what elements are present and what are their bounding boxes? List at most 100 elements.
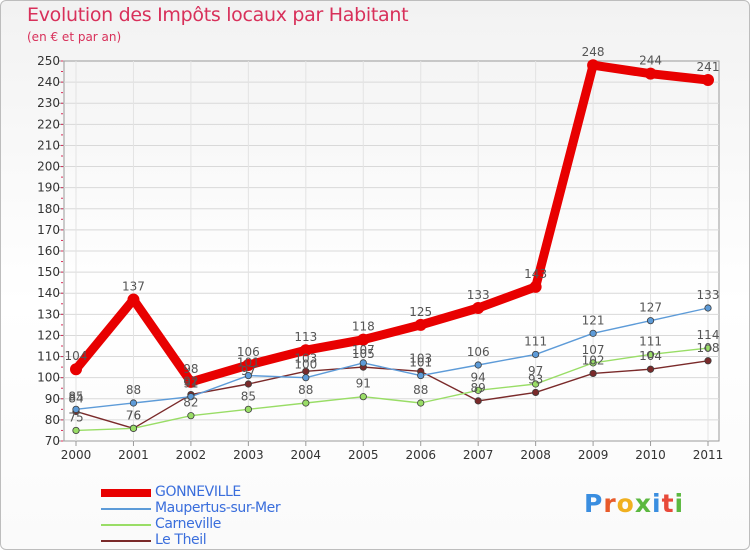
data-point — [474, 361, 482, 369]
y-tick-label: 140 — [37, 286, 60, 300]
x-tick-label: 2002 — [176, 448, 207, 462]
data-label: 88 — [413, 383, 428, 397]
logo-letter: x — [634, 489, 652, 518]
grid — [59, 60, 719, 446]
data-point — [357, 333, 370, 346]
data-label: 108 — [697, 341, 720, 355]
data-point — [704, 344, 712, 352]
legend-label: Maupertus-sur-Mer — [155, 500, 281, 516]
data-label: 118 — [352, 320, 375, 334]
x-tick-label: 2010 — [635, 448, 666, 462]
y-tick-label: 70 — [45, 434, 60, 448]
data-label: 107 — [352, 343, 375, 357]
data-point — [532, 388, 540, 397]
data-point — [472, 302, 485, 314]
data-point — [702, 74, 714, 86]
data-label: 91 — [183, 377, 198, 391]
logo-letter: o — [616, 489, 635, 518]
legend-swatch — [101, 508, 151, 510]
data-point — [532, 350, 540, 359]
data-point — [184, 375, 197, 388]
data-label: 101 — [409, 356, 432, 370]
legend-label: Carneville — [155, 516, 221, 532]
x-tick-label: 2001 — [118, 448, 149, 462]
markers — [70, 59, 714, 435]
data-point — [70, 363, 82, 376]
data-label: 97 — [241, 364, 256, 378]
data-label: 137 — [122, 280, 145, 294]
x-tick-label: 2006 — [405, 448, 436, 462]
data-label: 88 — [126, 383, 141, 397]
data-point — [589, 369, 597, 378]
y-tick-label: 80 — [45, 413, 60, 427]
y-tick-label: 210 — [37, 138, 60, 152]
series-line-le-theil — [75, 360, 709, 430]
data-point — [359, 359, 367, 367]
y-tick-label: 240 — [37, 75, 60, 89]
y-tick-label: 130 — [37, 307, 60, 321]
data-point — [529, 280, 542, 293]
data-point — [129, 399, 138, 407]
data-label: 105 — [352, 347, 375, 361]
data-point — [244, 380, 252, 388]
data-point — [244, 405, 252, 413]
logo-letter: t — [661, 489, 675, 518]
logo-letter: P — [584, 489, 604, 518]
y-tick-label: 190 — [37, 181, 60, 195]
logo-letter: i — [652, 489, 662, 518]
data-label: 107 — [582, 343, 605, 357]
data-label: 92 — [183, 375, 198, 389]
data-label: 241 — [697, 60, 720, 74]
data-label: 94 — [471, 370, 486, 384]
data-label: 88 — [298, 383, 313, 397]
data-label: 93 — [528, 372, 543, 386]
data-label: 244 — [639, 54, 662, 68]
data-label: 103 — [294, 351, 317, 365]
y-tick-label: 120 — [37, 328, 60, 342]
data-label: 85 — [241, 389, 256, 403]
x-tick-label: 2003 — [233, 448, 264, 462]
x-tick-label: 2008 — [520, 448, 551, 462]
data-label: 125 — [409, 305, 432, 319]
series — [71, 60, 713, 432]
logo-letter: r — [603, 489, 617, 518]
series-line-gonneville — [71, 60, 713, 387]
data-label: 133 — [467, 288, 490, 302]
x-tick-label: 2004 — [291, 448, 322, 462]
y-tick-label: 110 — [37, 350, 60, 364]
data-label: 103 — [409, 351, 432, 365]
data-point — [704, 304, 712, 312]
legend-label: Le Theil — [155, 532, 207, 548]
y-tick-label: 170 — [37, 223, 60, 237]
y-tick-label: 250 — [37, 54, 60, 68]
data-point — [589, 329, 597, 337]
data-point — [644, 67, 657, 80]
x-axis-labels: 2000 2001 2002 2003 2004 2005 2006 2007 2008 2009… — [61, 448, 724, 462]
data-label: 114 — [697, 328, 720, 342]
chart-subtitle: (en € et par an) — [27, 30, 122, 44]
line-chart: 7080901001101201301401501601701801902002… — [37, 45, 724, 462]
x-tick-label: 2007 — [463, 448, 494, 462]
data-point — [302, 374, 310, 382]
y-tick-label: 200 — [37, 160, 60, 174]
chart-title: Evolution des Impôts locaux par Habitant — [27, 4, 409, 26]
y-axis-labels: 70 80 90 100 110 120 130 140 150 160 170 180 190 200 2… — [37, 54, 60, 448]
y-tick-label: 180 — [37, 202, 60, 216]
data-point — [417, 399, 425, 407]
data-point — [587, 59, 600, 72]
data-point — [646, 317, 655, 325]
data-label: 97 — [528, 364, 543, 378]
data-point — [646, 365, 655, 373]
data-label: 111 — [524, 334, 547, 348]
data-point — [417, 371, 425, 380]
data-point — [72, 426, 80, 435]
legend-label: GONNEVILLE — [155, 484, 241, 500]
data-point — [244, 371, 252, 380]
logo-letter: i — [674, 489, 685, 518]
y-tick-label: 220 — [37, 117, 60, 131]
y-tick-label: 230 — [37, 96, 60, 110]
data-point — [532, 380, 540, 388]
data-point — [646, 350, 655, 359]
